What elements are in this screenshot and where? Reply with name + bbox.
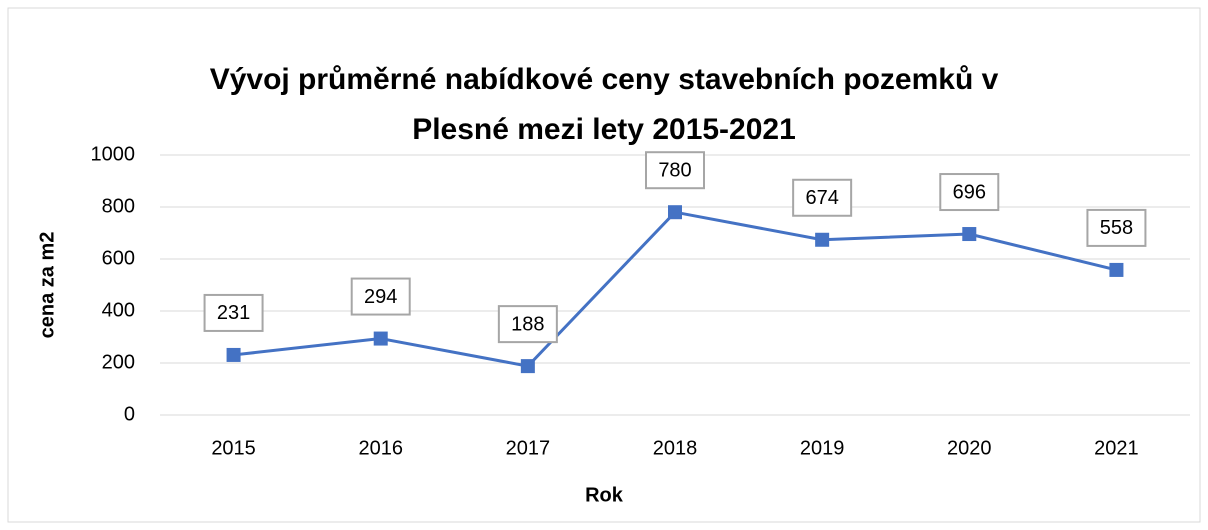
marker [373, 331, 388, 346]
x-axis-label: Rok [585, 484, 624, 506]
data-label: 188 [511, 313, 544, 335]
x-tick-label: 2015 [211, 437, 256, 459]
data-label: 231 [217, 302, 250, 324]
chart-border [7, 7, 1201, 523]
data-label-box [497, 305, 558, 344]
x-tick-label: 2016 [358, 437, 403, 459]
marker [962, 227, 977, 242]
chart-title: Vývoj průměrné nabídkové ceny stavebních… [209, 63, 999, 146]
data-label: 674 [805, 187, 838, 209]
y-tick-label: 600 [102, 247, 135, 269]
marker [226, 347, 241, 362]
marker [520, 359, 535, 374]
data-label-box [203, 293, 264, 332]
marker [1109, 262, 1124, 277]
data-label-box [645, 151, 705, 190]
x-tick-label: 2018 [653, 437, 698, 459]
data-label-box [350, 277, 411, 316]
y-tick-label: 800 [102, 195, 135, 217]
marker [815, 232, 830, 247]
y-tick-label: 200 [102, 351, 135, 373]
data-label-box [1086, 208, 1147, 247]
y-tick-label: 0 [124, 403, 135, 425]
x-tick-label: 2019 [800, 437, 845, 459]
x-tick-label: 2017 [506, 437, 551, 459]
data-label-box [792, 178, 853, 217]
y-tick-label: 1000 [91, 143, 136, 165]
data-label: 780 [658, 159, 691, 181]
data-label: 696 [953, 181, 986, 203]
data-label-box [939, 173, 1000, 212]
marker [668, 205, 682, 220]
data-label: 558 [1100, 217, 1133, 239]
data-label: 294 [364, 286, 397, 308]
x-tick-label: 2020 [947, 437, 992, 459]
y-axis-label: cena za m2 [36, 232, 58, 339]
x-tick-label: 2021 [1094, 437, 1139, 459]
y-tick-label: 400 [102, 299, 135, 321]
